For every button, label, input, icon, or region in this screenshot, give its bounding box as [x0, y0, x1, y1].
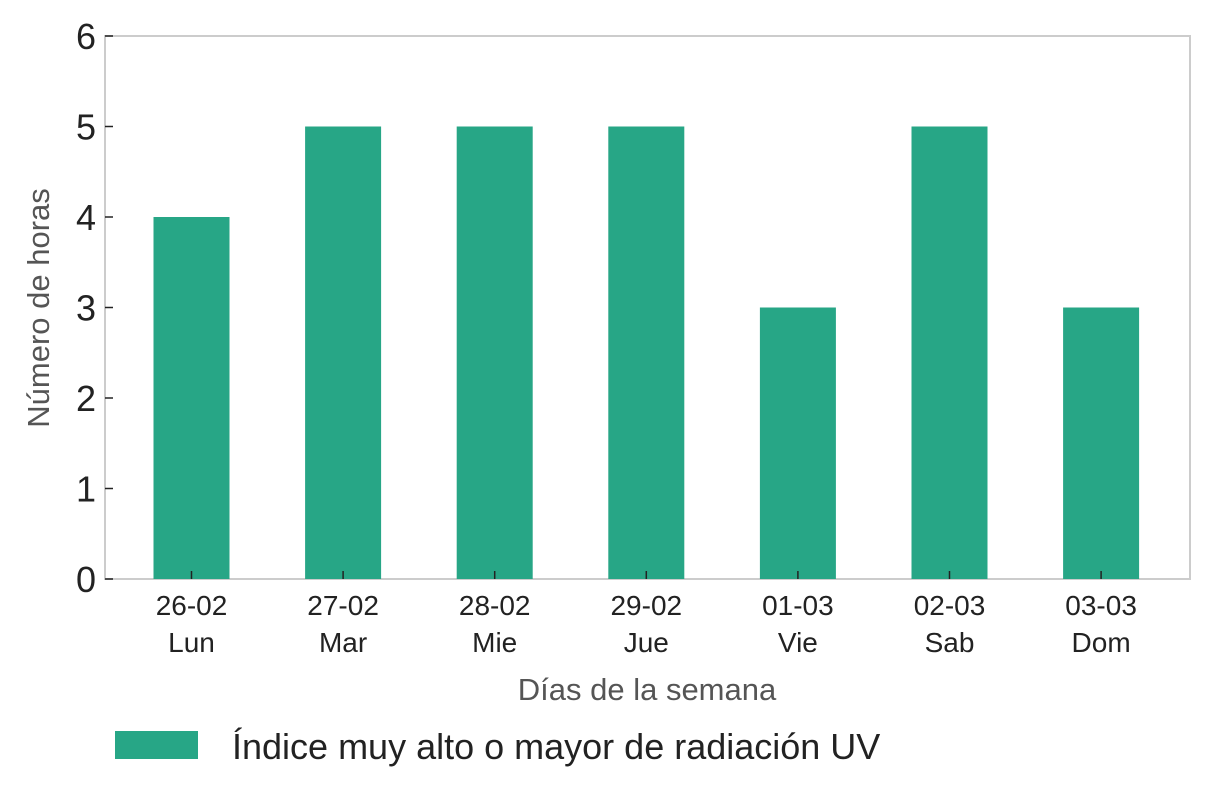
bar-03-03	[1063, 307, 1140, 579]
x-tick-date-label: 27-02	[307, 590, 379, 621]
y-tick-label: 6	[76, 16, 96, 57]
x-tick-day-label: Vie	[778, 627, 818, 658]
x-tick-day-label: Sab	[925, 627, 975, 658]
x-tick-date-label: 02-03	[914, 590, 986, 621]
x-tick-date-label: 29-02	[610, 590, 682, 621]
x-tick-date-label: 03-03	[1065, 590, 1137, 621]
x-tick-day-label: Dom	[1072, 627, 1131, 658]
x-tick-day-label: Lun	[168, 627, 215, 658]
x-tick-date-label: 26-02	[156, 590, 228, 621]
bar-29-02	[608, 126, 685, 579]
bar-26-02	[153, 217, 230, 579]
x-axis-ticks: 26-02 Lun 27-02 Mar 28-02 Mie 29-02 Jue 01-03 Vie…	[156, 571, 1137, 658]
x-tick-date-label: 01-03	[762, 590, 834, 621]
bar-02-03	[911, 126, 988, 579]
x-tick-day-label: Mar	[319, 627, 367, 658]
y-tick-label: 0	[76, 559, 96, 600]
x-tick-day-label: Mie	[472, 627, 517, 658]
y-axis-label: Número de horas	[21, 188, 56, 428]
x-tick-date-label: 28-02	[459, 590, 531, 621]
y-tick-label: 3	[76, 288, 96, 329]
bar-01-03	[759, 307, 836, 579]
y-tick-label: 5	[76, 107, 96, 148]
y-tick-label: 2	[76, 378, 96, 419]
bar-27-02	[305, 126, 382, 579]
y-tick-label: 4	[76, 197, 96, 238]
x-tick-day-label: Jue	[624, 627, 669, 658]
x-axis-label: Días de la semana	[518, 672, 777, 707]
legend-label: Índice muy alto o mayor de radiación UV	[232, 726, 880, 767]
legend-swatch	[115, 731, 198, 759]
legend: Índice muy alto o mayor de radiación UV	[115, 726, 880, 767]
y-axis-ticks: 0 1 2 3 4 5 6	[76, 16, 113, 600]
bar-28-02	[456, 126, 533, 579]
bars-group	[153, 126, 1140, 579]
y-tick-label: 1	[76, 469, 96, 510]
